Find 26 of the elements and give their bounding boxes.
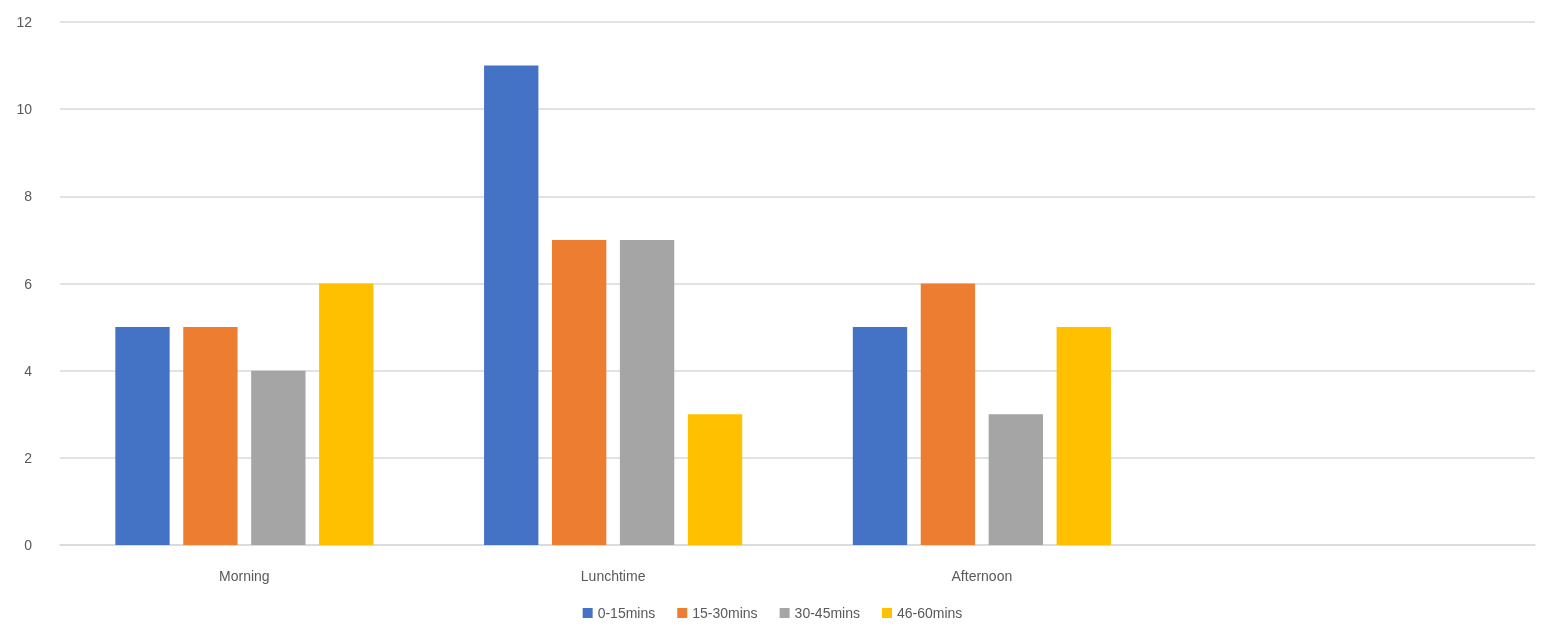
bar — [551, 239, 607, 545]
x-tick-label: Lunchtime — [580, 568, 646, 584]
y-tick-label: 4 — [24, 362, 33, 379]
y-tick-label: 12 — [16, 14, 33, 30]
x-tick-label: Afternoon — [951, 568, 1013, 584]
legend-label: 46-60mins — [896, 605, 963, 621]
y-tick-label: 6 — [24, 275, 33, 292]
bar — [251, 370, 306, 545]
x-tick-label: Morning — [219, 568, 270, 584]
legend-label: 30-45mins — [794, 605, 860, 621]
bar — [319, 283, 374, 545]
bar — [183, 327, 238, 545]
bar — [115, 327, 170, 545]
bar — [484, 65, 539, 545]
legend-label: 0-15mins — [597, 605, 656, 621]
bar — [852, 327, 908, 545]
legend-label: 15-30mins — [692, 605, 758, 621]
bar — [988, 414, 1044, 545]
bar — [1056, 327, 1111, 545]
bar — [619, 239, 675, 545]
bar — [687, 414, 743, 545]
y-tick-label: 8 — [24, 188, 33, 205]
y-tick-label: 10 — [16, 101, 33, 118]
y-tick-label: 0 — [24, 537, 33, 553]
y-tick-label: 2 — [24, 449, 33, 466]
bar — [920, 283, 976, 545]
